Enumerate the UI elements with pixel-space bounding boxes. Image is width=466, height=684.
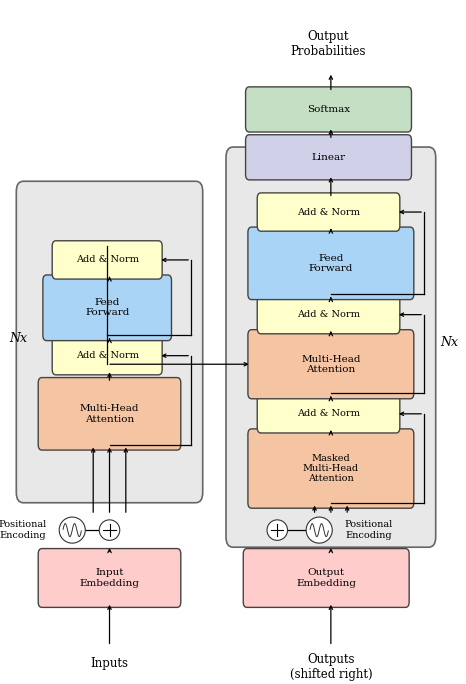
FancyBboxPatch shape	[246, 135, 411, 180]
Ellipse shape	[99, 520, 120, 540]
Text: Output
Probabilities: Output Probabilities	[291, 31, 366, 58]
Text: Feed
Forward: Feed Forward	[85, 298, 130, 317]
Text: Masked
Multi-Head
Attention: Masked Multi-Head Attention	[303, 453, 359, 484]
FancyBboxPatch shape	[248, 227, 414, 300]
FancyBboxPatch shape	[248, 429, 414, 508]
FancyBboxPatch shape	[257, 395, 400, 433]
Text: Positional
Encoding: Positional Encoding	[345, 521, 393, 540]
FancyBboxPatch shape	[52, 241, 162, 279]
Text: Inputs: Inputs	[90, 657, 129, 670]
Text: Outputs
(shifted right): Outputs (shifted right)	[289, 653, 372, 681]
Text: Feed
Forward: Feed Forward	[308, 254, 353, 273]
Text: Add & Norm: Add & Norm	[297, 409, 360, 419]
Text: Add & Norm: Add & Norm	[75, 351, 139, 360]
Text: Softmax: Softmax	[307, 105, 350, 114]
Text: Add & Norm: Add & Norm	[297, 310, 360, 319]
FancyBboxPatch shape	[38, 549, 181, 607]
Text: Nx: Nx	[441, 335, 459, 349]
Text: Positional
Encoding: Positional Encoding	[0, 521, 47, 540]
Text: Output
Embedding: Output Embedding	[296, 568, 356, 588]
FancyBboxPatch shape	[52, 337, 162, 375]
Ellipse shape	[267, 520, 288, 540]
Text: Linear: Linear	[311, 153, 346, 162]
Ellipse shape	[306, 517, 332, 543]
FancyBboxPatch shape	[248, 330, 414, 399]
FancyBboxPatch shape	[246, 87, 411, 132]
FancyBboxPatch shape	[16, 181, 203, 503]
Text: Multi-Head
Attention: Multi-Head Attention	[301, 354, 361, 374]
Text: Multi-Head
Attention: Multi-Head Attention	[80, 404, 139, 423]
Text: Input
Embedding: Input Embedding	[80, 568, 139, 588]
Ellipse shape	[59, 517, 85, 543]
FancyBboxPatch shape	[257, 193, 400, 231]
Text: Add & Norm: Add & Norm	[297, 207, 360, 217]
FancyBboxPatch shape	[43, 275, 171, 341]
FancyBboxPatch shape	[257, 295, 400, 334]
FancyBboxPatch shape	[243, 549, 409, 607]
FancyBboxPatch shape	[38, 378, 181, 450]
Text: Add & Norm: Add & Norm	[75, 255, 139, 265]
FancyBboxPatch shape	[226, 147, 436, 547]
Text: Nx: Nx	[10, 332, 27, 345]
